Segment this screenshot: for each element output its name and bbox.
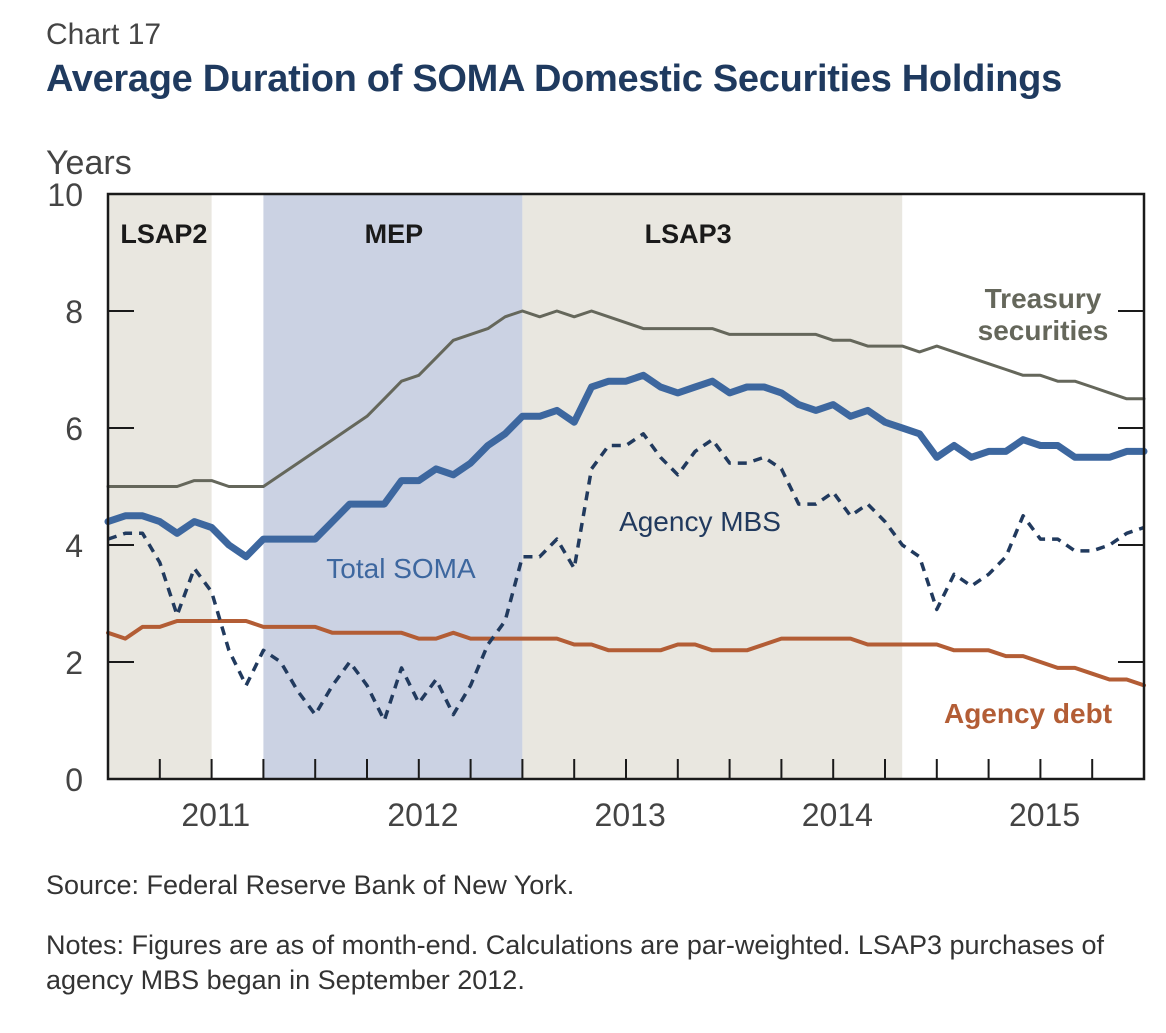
y-tick-label: 6: [65, 411, 83, 447]
x-tick-label: 2013: [595, 797, 666, 833]
x-tick-label: 2014: [802, 797, 873, 833]
x-tick-label: 2012: [387, 797, 458, 833]
x-tick-label: 2015: [1009, 797, 1080, 833]
chart-title: Average Duration of SOMA Domestic Securi…: [46, 58, 1062, 100]
series-line-total-soma: [104, 371, 1148, 561]
series-label-agency-mbs: Agency MBS: [619, 506, 781, 537]
shaded-period-label-mep: MEP: [365, 219, 424, 249]
notes: Notes: Figures are as of month-end. Calc…: [46, 930, 1105, 995]
y-tick-label: 2: [65, 645, 83, 681]
shaded-period-label-lsap3: LSAP3: [645, 219, 732, 249]
y-axis-unit-label: Years: [46, 144, 132, 182]
y-tick-label: 0: [65, 762, 83, 798]
chart-number: Chart 17: [46, 18, 162, 51]
y-tick-label: 10: [47, 177, 83, 213]
chart-plot: 0 2 4 6 8 10 2011 2012 2013 2014 2015 LSAP2 MEP LSAP3…: [47, 177, 1148, 833]
y-tick-label: 8: [65, 294, 83, 330]
series-label-total-soma: Total SOMA: [326, 553, 476, 584]
series-label-treasury-securities: Treasury securities: [978, 283, 1109, 346]
series-label-agency-debt: Agency debt: [944, 698, 1112, 729]
series-line-agency-debt: [106, 619, 1146, 688]
plot-border: [106, 192, 1146, 781]
series-line-treasury-securities: [106, 309, 1146, 488]
source-note: Source: Federal Reserve Bank of New York…: [46, 870, 575, 900]
shaded-period-lsap3: [522, 194, 903, 779]
shaded-period-label-lsap2: LSAP2: [120, 219, 207, 249]
y-tick-label: 4: [65, 528, 83, 564]
x-tick-label: 2011: [181, 797, 250, 833]
